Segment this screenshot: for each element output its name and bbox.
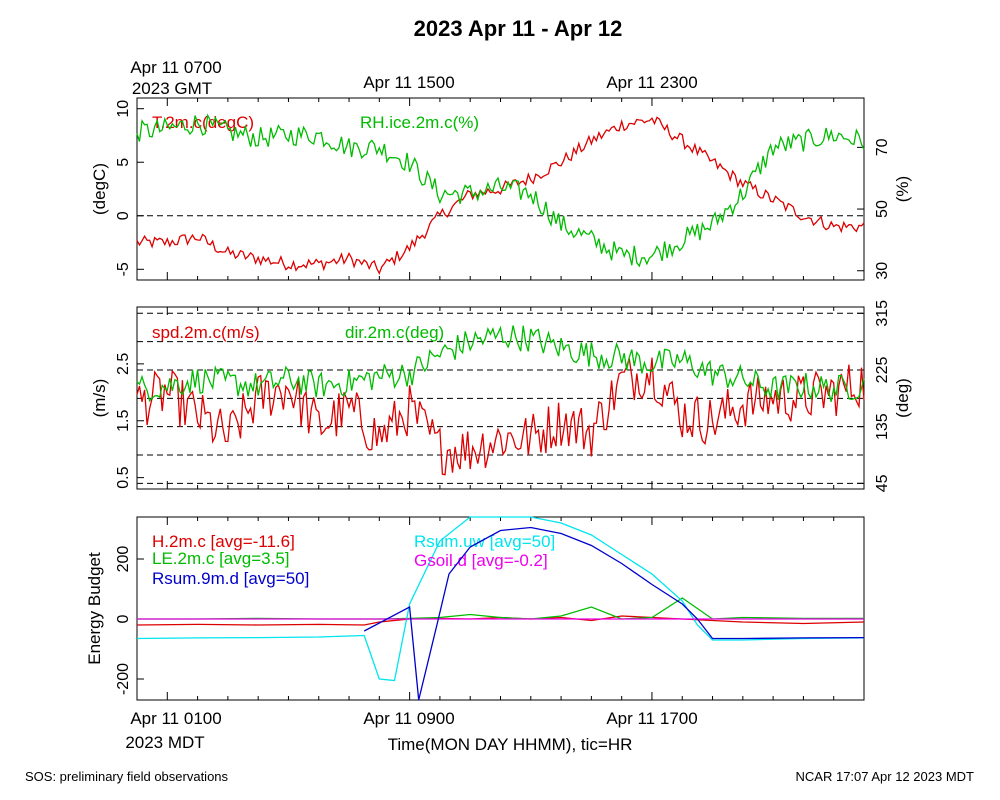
y-tick-label-left: -5 xyxy=(115,262,132,276)
y-tick-label-left: 10 xyxy=(115,100,132,118)
y-tick-label-left: 0 xyxy=(115,211,132,220)
panel-energy-budget: -200 0 200 Energy Budget H.2m.c [avg=-11.6]L… xyxy=(85,516,865,701)
legend-entry: T.2m.c(degC) xyxy=(152,113,254,132)
y-tick-label-right: 135 xyxy=(874,413,891,440)
series-line xyxy=(136,516,865,682)
series-line xyxy=(136,357,865,476)
panel-wind: 0.5 1.5 2.5 45 135 225 315 (m/s) (deg) spd.2m.c(m… xyxy=(90,300,912,492)
legend-entry: spd.2m.c(m/s) xyxy=(152,323,260,342)
y-tick-label-left: 200 xyxy=(115,546,132,573)
bottom-axis-tick-label: Apr 11 0100 xyxy=(130,709,221,728)
y-tick-label-right: 315 xyxy=(874,300,891,327)
legend-entry: Gsoil.d [avg=-0.2] xyxy=(414,551,548,570)
bottom-axis-sublabel: 2023 MDT xyxy=(125,733,204,752)
bottom-axis-tick-label: Apr 11 1700 xyxy=(606,709,697,728)
top-axis-tick-label: Apr 11 2300 xyxy=(606,73,697,92)
y-axis-label-left: Energy Budget xyxy=(85,552,104,665)
legend-entry: H.2m.c [avg=-11.6] xyxy=(152,532,295,551)
series-line xyxy=(136,325,865,403)
panel-temperature-humidity: -5 0 5 10 30 50 70 (degC) (%) T.2m.c(degC) RH.ice.… xyxy=(90,98,912,280)
y-tick-label-left: 1.5 xyxy=(115,410,132,432)
y-tick-label-left: 2.5 xyxy=(115,353,132,375)
y-tick-label-right: 50 xyxy=(874,200,891,218)
plot-layer: -5 0 5 10 30 50 70 (degC) (%) T.2m.c(degC) RH.ice.… xyxy=(85,98,912,701)
y-tick-label-left: 0.5 xyxy=(115,466,132,488)
top-axis-tick-label: Apr 11 0700 xyxy=(130,58,221,77)
series-line xyxy=(363,526,865,701)
x-axis-label: Time(MON DAY HHMM), tic=HR xyxy=(388,735,633,754)
y-axis-label-left: (m/s) xyxy=(90,379,109,418)
legend-entry: Rsum.9m.d [avg=50] xyxy=(152,569,309,588)
bottom-axis-tick-label: Apr 11 0900 xyxy=(363,709,454,728)
legend-entry: RH.ice.2m.c(%) xyxy=(360,113,479,132)
legend-entry: Rsum.uw [avg=50] xyxy=(414,532,555,551)
y-axis-label-right: (%) xyxy=(893,176,912,202)
legend-entry: dir.2m.c(deg) xyxy=(345,323,444,342)
top-axis-sublabel: 2023 GMT xyxy=(132,79,212,98)
footer-right: NCAR 17:07 Apr 12 2023 MDT xyxy=(796,769,975,784)
top-axis-tick-label: Apr 11 1500 xyxy=(363,73,454,92)
series-line xyxy=(136,116,865,275)
y-tick-label-right: 225 xyxy=(874,357,891,384)
chart-title: 2023 Apr 11 - Apr 12 xyxy=(414,16,623,41)
y-tick-label-right: 45 xyxy=(874,474,891,492)
series-line xyxy=(136,113,865,268)
y-tick-label-left: 5 xyxy=(115,158,132,167)
y-tick-label-left: -200 xyxy=(115,663,132,695)
legend-entry: LE.2m.c [avg=3.5] xyxy=(152,549,290,568)
y-axis-label-right: (deg) xyxy=(893,378,912,418)
y-tick-label-left: 0 xyxy=(115,614,132,623)
y-axis-label-left: (degC) xyxy=(90,163,109,215)
footer-left: SOS: preliminary field observations xyxy=(25,769,229,784)
y-tick-label-right: 70 xyxy=(874,138,891,156)
y-tick-label-right: 30 xyxy=(874,262,891,280)
